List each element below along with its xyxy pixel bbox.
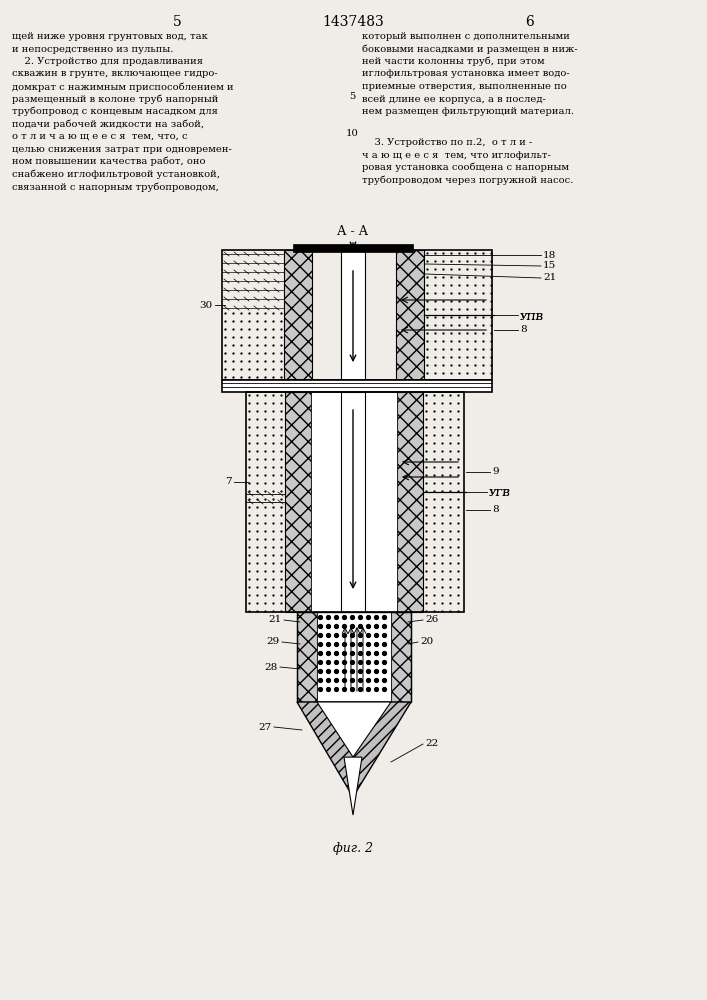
Text: нем размещен фильтрующий материал.: нем размещен фильтрующий материал. <box>362 107 574 116</box>
Bar <box>285 392 311 612</box>
Text: о т л и ч а ю щ е е с я  тем, что, с: о т л и ч а ю щ е е с я тем, что, с <box>12 132 187 141</box>
Text: скважин в грунте, включающее гидро-: скважин в грунте, включающее гидро- <box>12 70 218 79</box>
Text: 8: 8 <box>520 326 527 334</box>
Bar <box>396 250 424 380</box>
Text: щей ниже уровня грунтовых вод, так: щей ниже уровня грунтовых вод, так <box>12 32 208 41</box>
Text: ровая установка сообщена с напорным: ровая установка сообщена с напорным <box>362 163 569 172</box>
Text: ней части колонны труб, при этом: ней части колонны труб, при этом <box>362 57 544 66</box>
Text: домкрат с нажимным приспособлением и: домкрат с нажимным приспособлением и <box>12 82 233 92</box>
Bar <box>397 392 423 612</box>
Text: 6: 6 <box>525 15 534 29</box>
Bar <box>297 612 317 702</box>
Bar <box>222 250 492 380</box>
Text: УПВ: УПВ <box>520 312 544 322</box>
Text: приемные отверстия, выполненные по: приемные отверстия, выполненные по <box>362 82 567 91</box>
Text: 2. Устройство для продавливания: 2. Устройство для продавливания <box>12 57 203 66</box>
Text: УПВ: УПВ <box>520 312 544 322</box>
Bar <box>297 612 411 702</box>
Text: целью снижения затрат при одновремен-: целью снижения затрат при одновремен- <box>12 144 232 153</box>
Text: боковыми насадками и размещен в ниж-: боковыми насадками и размещен в ниж- <box>362 44 578 54</box>
Text: 28: 28 <box>264 662 278 672</box>
Text: который выполнен с дополнительными: который выполнен с дополнительными <box>362 32 570 41</box>
Text: 5: 5 <box>173 15 182 29</box>
Bar <box>311 392 397 612</box>
Text: 7: 7 <box>226 478 232 487</box>
Text: подачи рабочей жидкости на забой,: подачи рабочей жидкости на забой, <box>12 119 204 129</box>
Text: иглофильтровая установка имеет водо-: иглофильтровая установка имеет водо- <box>362 70 570 79</box>
Text: 9: 9 <box>492 468 498 477</box>
Text: 21: 21 <box>269 615 282 624</box>
Text: ч а ю щ е е с я  тем, что иглофильт-: ч а ю щ е е с я тем, что иглофильт- <box>362 150 551 159</box>
Bar <box>293 244 413 252</box>
Bar <box>317 612 391 702</box>
Text: 26: 26 <box>425 615 438 624</box>
Text: размещенный в колоне труб напорный: размещенный в колоне труб напорный <box>12 95 218 104</box>
Text: ном повышении качества работ, оно: ном повышении качества работ, оно <box>12 157 206 166</box>
Text: 15: 15 <box>543 261 556 270</box>
Text: фиг. 2: фиг. 2 <box>333 842 373 855</box>
Text: 18: 18 <box>543 250 556 259</box>
Text: трубопроводом через погружной насос.: трубопроводом через погружной насос. <box>362 176 573 185</box>
Bar <box>391 612 411 702</box>
Text: 20: 20 <box>420 638 433 647</box>
Text: А - А: А - А <box>337 225 368 238</box>
Text: 21: 21 <box>543 273 556 282</box>
Text: УГВ: УГВ <box>489 489 511 498</box>
Polygon shape <box>317 702 391 757</box>
Text: 8: 8 <box>492 506 498 514</box>
Text: 27: 27 <box>259 722 272 732</box>
Text: снабжено иглофильтровой установкой,: снабжено иглофильтровой установкой, <box>12 169 220 179</box>
Bar <box>246 392 464 612</box>
Text: 29: 29 <box>267 638 280 647</box>
Text: и непосредственно из пульпы.: и непосредственно из пульпы. <box>12 44 173 53</box>
Text: 10: 10 <box>346 129 358 138</box>
Text: 22: 22 <box>425 740 438 748</box>
Text: 1437483: 1437483 <box>322 15 384 29</box>
Text: УГВ: УГВ <box>489 489 511 498</box>
Polygon shape <box>344 757 362 815</box>
Text: 3. Устройство по п.2,  о т л и -: 3. Устройство по п.2, о т л и - <box>362 138 532 147</box>
Text: связанной с напорным трубопроводом,: связанной с напорным трубопроводом, <box>12 182 219 192</box>
Text: 30: 30 <box>200 300 213 310</box>
Text: трубопровод с концевым насадком для: трубопровод с концевым насадком для <box>12 107 218 116</box>
Bar <box>222 380 492 392</box>
Bar <box>341 392 365 612</box>
Bar <box>341 250 365 380</box>
Text: всей длине ее корпуса, а в послед-: всей длине ее корпуса, а в послед- <box>362 95 546 104</box>
Bar <box>284 250 312 380</box>
Text: 5: 5 <box>349 92 355 101</box>
Polygon shape <box>297 702 411 797</box>
